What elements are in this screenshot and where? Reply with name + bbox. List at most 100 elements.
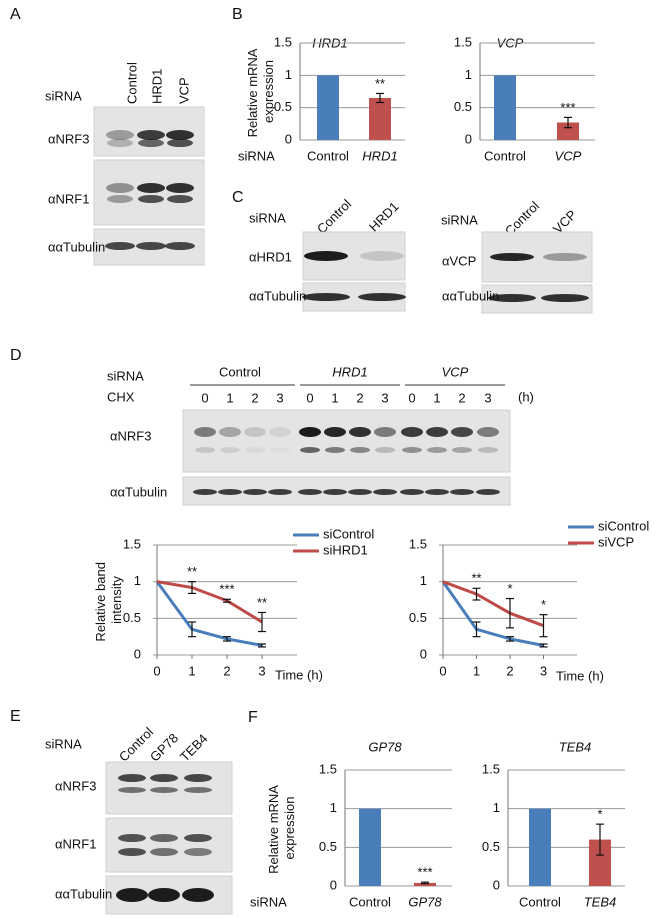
x-tick-label: Control bbox=[349, 894, 391, 909]
band bbox=[302, 293, 350, 301]
band bbox=[150, 787, 178, 793]
band bbox=[148, 888, 180, 902]
x-tick-label: 3 bbox=[540, 663, 547, 678]
band bbox=[374, 427, 396, 437]
band bbox=[150, 848, 178, 856]
blot bbox=[105, 817, 233, 873]
band bbox=[402, 447, 422, 453]
band bbox=[106, 130, 134, 140]
chart-title: GP78 bbox=[368, 739, 402, 754]
band bbox=[360, 251, 404, 261]
band bbox=[167, 195, 193, 203]
significance: * bbox=[541, 597, 546, 612]
band bbox=[167, 139, 193, 147]
row-label: siRNA bbox=[45, 88, 82, 103]
label-line: Relative mRNA bbox=[246, 46, 261, 138]
row-label: αNRF3 bbox=[48, 131, 89, 146]
series-line bbox=[441, 580, 544, 647]
row-label: siRNA bbox=[45, 736, 82, 751]
time-label: 2 bbox=[251, 390, 258, 405]
panel-letter: C bbox=[232, 189, 244, 206]
band bbox=[325, 447, 345, 453]
y-tick-label: 1.5 bbox=[409, 536, 427, 551]
band bbox=[184, 774, 212, 782]
significance: * bbox=[597, 807, 602, 822]
panel-letter: F bbox=[248, 709, 258, 726]
row-label: siRNA bbox=[250, 894, 287, 909]
y-tick-label: 1 bbox=[285, 67, 292, 82]
time-label: 2 bbox=[356, 390, 363, 405]
band bbox=[375, 447, 395, 453]
band bbox=[184, 834, 212, 842]
panel-letter: A bbox=[10, 6, 21, 23]
chart-title: TEB4 bbox=[559, 739, 592, 754]
row-label: αNRF3 bbox=[110, 428, 151, 443]
label-line: Relative mRNA bbox=[267, 782, 282, 874]
unit-label: (h) bbox=[518, 389, 534, 404]
significance: *** bbox=[219, 582, 234, 597]
band bbox=[138, 195, 164, 203]
y-tick-label: 0.5 bbox=[123, 610, 141, 625]
band bbox=[427, 447, 447, 453]
y-axis-label: Relative mRNA expression bbox=[246, 46, 277, 138]
label-line: expression bbox=[261, 60, 276, 123]
row-label: siRNA bbox=[107, 368, 144, 383]
band bbox=[299, 427, 321, 437]
band bbox=[245, 447, 265, 453]
x-tick-label: HRD1 bbox=[362, 148, 397, 163]
band bbox=[268, 489, 292, 495]
band bbox=[184, 787, 212, 793]
band bbox=[244, 427, 266, 437]
y-tick-label: 1 bbox=[330, 800, 337, 815]
legend-label: siControl bbox=[598, 518, 649, 533]
label-line: intensity bbox=[109, 576, 124, 624]
band bbox=[165, 242, 195, 250]
row-label: siRNA bbox=[249, 210, 286, 225]
band bbox=[450, 489, 474, 495]
x-tick-label: 0 bbox=[153, 663, 160, 678]
band bbox=[300, 447, 320, 453]
legend-label: siControl bbox=[323, 526, 374, 541]
series-line bbox=[156, 580, 263, 624]
row-label: CHX bbox=[107, 389, 135, 404]
band bbox=[137, 130, 165, 140]
band bbox=[298, 489, 322, 495]
row-label: ααTubulin bbox=[48, 239, 105, 254]
y-tick-label: 0.5 bbox=[482, 839, 500, 854]
group-label: Control bbox=[219, 364, 261, 379]
band bbox=[358, 293, 406, 301]
band bbox=[195, 447, 215, 453]
x-axis-label: Time (h) bbox=[275, 667, 323, 682]
band bbox=[476, 489, 500, 495]
label-line: expression bbox=[282, 797, 297, 860]
band bbox=[541, 294, 589, 302]
band bbox=[477, 427, 499, 437]
x-tick-label: Control bbox=[519, 894, 561, 909]
band bbox=[488, 294, 536, 302]
band bbox=[118, 774, 146, 782]
row-label: ααTubulin bbox=[110, 484, 167, 499]
y-tick-label: 1.5 bbox=[482, 761, 500, 776]
row-label: ααTubulin bbox=[249, 288, 306, 303]
label-line: Relative band bbox=[94, 558, 109, 641]
x-tick-label: 1 bbox=[188, 663, 195, 678]
x-tick-label: Control bbox=[307, 148, 349, 163]
series-line bbox=[442, 580, 545, 628]
band bbox=[118, 834, 146, 842]
lane-label: VCP bbox=[176, 77, 191, 104]
band bbox=[219, 427, 241, 437]
band bbox=[348, 489, 372, 495]
band bbox=[425, 489, 449, 495]
x-tick-label: GP78 bbox=[408, 894, 442, 909]
bar bbox=[317, 75, 339, 140]
band bbox=[184, 848, 212, 856]
y-tick-label: 1.5 bbox=[454, 34, 472, 49]
y-tick-label: 0 bbox=[330, 877, 337, 892]
bar bbox=[529, 808, 551, 886]
y-tick-label: 1.5 bbox=[274, 34, 292, 49]
band bbox=[116, 888, 148, 902]
band bbox=[107, 139, 133, 147]
band bbox=[194, 427, 216, 437]
legend-label: siVCP bbox=[598, 534, 634, 549]
row-label: αVCP bbox=[442, 253, 476, 268]
